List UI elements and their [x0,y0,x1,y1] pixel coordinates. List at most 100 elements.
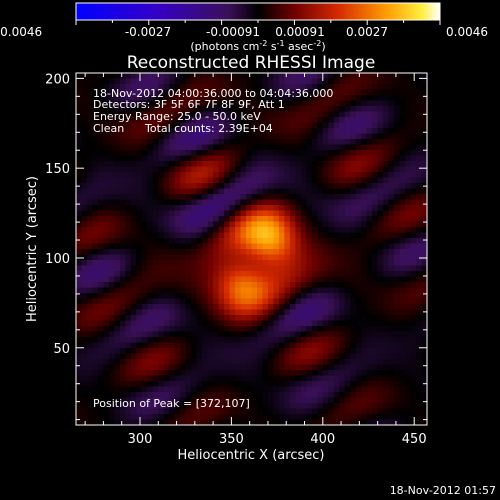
heatmap-cell [273,309,280,316]
heatmap-cell [130,320,137,327]
heatmap-cell [147,304,154,311]
heatmap-cell [114,84,121,91]
heatmap-cell [421,73,427,80]
heatmap-cell [103,199,110,206]
heatmap-cell [295,408,302,415]
heatmap-cell [119,293,126,300]
heatmap-cell [76,265,83,272]
heatmap-cell [372,249,379,256]
heatmap-cell [218,375,225,382]
heatmap-cell [355,117,362,124]
heatmap-cell [191,265,198,272]
heatmap-cell [141,100,148,107]
heatmap-cell [405,320,412,327]
heatmap-cell [246,188,253,195]
heatmap-cell [213,348,220,355]
heatmap-cell [246,353,253,360]
heatmap-cell [125,364,132,371]
heatmap-cell [202,249,209,256]
heatmap-cell [86,194,94,201]
heatmap-cell [289,353,296,360]
heatmap-cell [344,408,351,415]
heatmap-cell [103,139,110,146]
heatmap-cell [108,364,115,371]
heatmap-cell [125,408,132,415]
heatmap-cell [119,117,126,124]
heatmap-cell [169,194,176,201]
heatmap-cell [163,331,170,338]
heatmap-cell [152,221,159,228]
heatmap-cell [317,139,324,146]
heatmap-cell [416,95,423,102]
heatmap-cell [322,172,329,179]
heatmap-cell [405,326,412,333]
heatmap-cell [158,304,165,311]
heatmap-cell [246,144,253,151]
heatmap-cell [339,276,346,283]
heatmap-cell [399,315,406,322]
heatmap-cell [416,177,423,184]
heatmap-cell [213,155,220,162]
heatmap-cell [421,161,427,168]
heatmap-cell [317,232,324,239]
heatmap-cell [224,298,231,305]
heatmap-cell [92,210,99,217]
heatmap-cell [300,150,307,157]
heatmap-cell [377,408,384,415]
heatmap-cell [267,128,275,135]
heatmap-cell [328,73,335,80]
heatmap-cell [185,408,192,415]
heatmap-cell [196,254,203,261]
heatmap-cell [383,271,390,278]
heatmap-cell [394,414,401,421]
heatmap-cell [202,293,209,300]
heatmap-cell [350,243,357,250]
heatmap-cell [300,331,307,338]
heatmap-cell [152,243,159,250]
heatmap-cell [278,260,285,267]
heatmap-cell [224,293,231,300]
heatmap-cell [284,276,291,283]
heatmap-cell [317,243,324,250]
heatmap-cell [152,249,159,256]
heatmap-cell [224,194,231,201]
heatmap-cell [130,78,137,85]
heatmap-cell [278,210,285,217]
heatmap-cell [185,331,192,338]
heatmap-cell [218,315,225,322]
heatmap-cell [180,227,187,234]
heatmap-cell [92,331,99,338]
heatmap-cell [328,359,335,366]
heatmap-cell [86,95,94,102]
heatmap-cell [108,155,115,162]
heatmap-cell [262,359,269,366]
heatmap-cell [174,161,181,168]
heatmap-cell [114,364,121,371]
heatmap-cell [355,282,362,289]
heatmap-cell [207,364,214,371]
heatmap-cell [81,370,88,377]
heatmap-cell [163,155,170,162]
heatmap-cell [328,100,335,107]
heatmap-cell [246,150,253,157]
heatmap-cell [350,111,357,118]
heatmap-cell [317,221,324,228]
heatmap-cell [229,155,236,162]
heatmap-cell [267,304,275,311]
heatmap-cell [333,309,340,316]
heatmap-cell [158,298,165,305]
heatmap-cell [399,194,406,201]
heatmap-cell [213,293,220,300]
heatmap-cell [333,161,340,168]
heatmap-cell [416,298,423,305]
heatmap-cell [339,271,346,278]
heatmap-cell [355,304,362,311]
heatmap-cell [289,331,296,338]
heatmap-cell [383,282,390,289]
heatmap-cell [169,408,176,415]
heatmap-cell [273,205,280,212]
heatmap-cell [218,95,225,102]
heatmap-cell [289,227,296,234]
heatmap-cell [262,100,269,107]
heatmap-cell [218,150,225,157]
